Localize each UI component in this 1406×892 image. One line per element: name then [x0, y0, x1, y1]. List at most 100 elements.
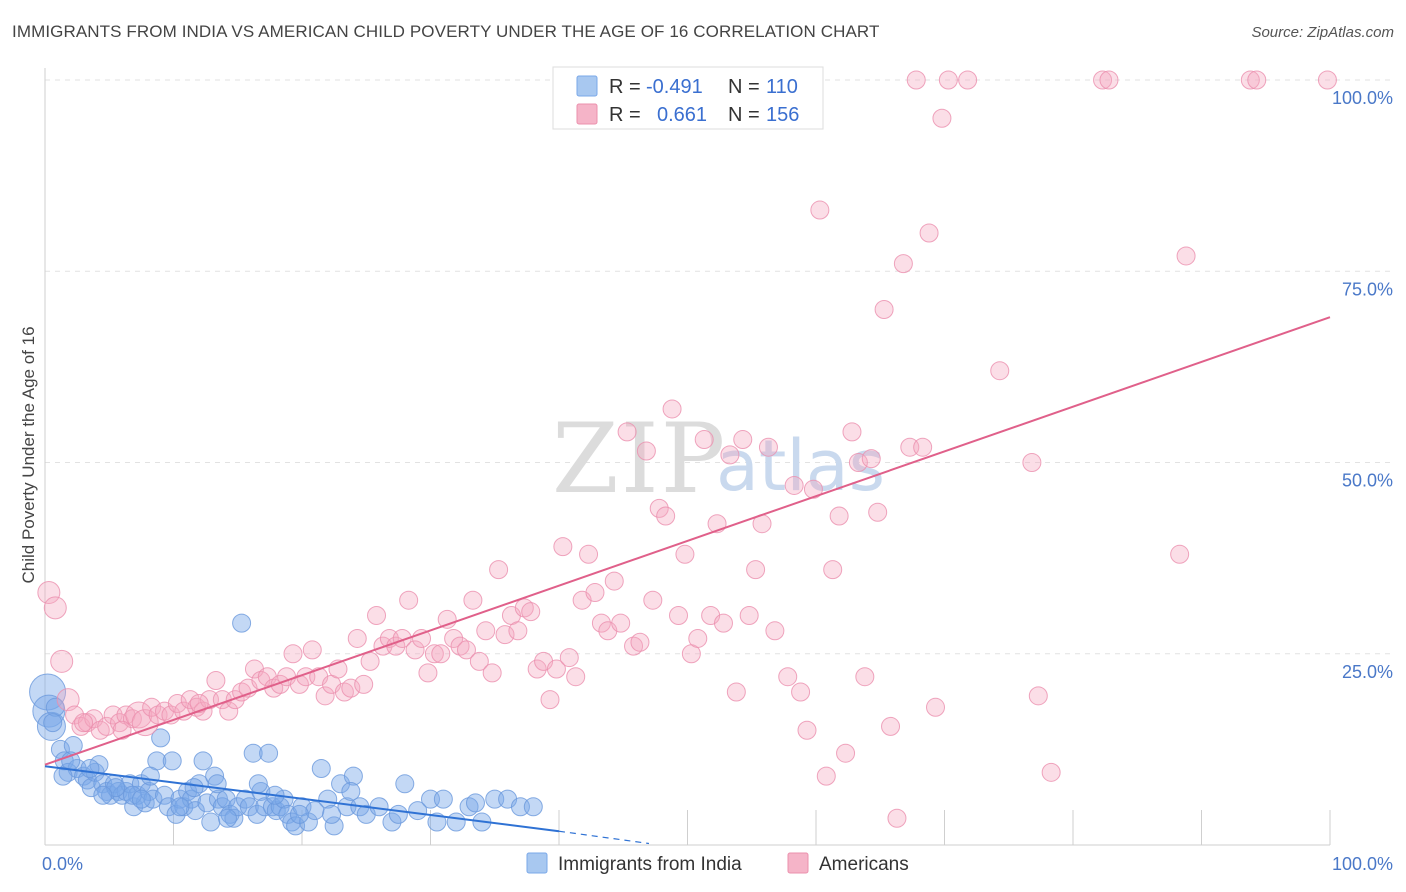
point-india — [184, 778, 204, 798]
point-americans — [270, 674, 290, 694]
point-india — [128, 785, 148, 805]
point-india — [170, 797, 190, 817]
legend-n-value-americans: 156 — [766, 104, 799, 126]
point-americans — [399, 590, 419, 610]
point-americans — [424, 644, 444, 664]
point-americans — [521, 602, 541, 622]
chart-title: IMMIGRANTS FROM INDIA VS AMERICAN CHILD … — [12, 22, 880, 41]
point-india — [185, 801, 205, 821]
point-americans — [418, 663, 438, 683]
point-india — [266, 801, 286, 821]
point-americans — [456, 640, 476, 660]
point-americans — [881, 716, 901, 736]
point-americans — [688, 628, 708, 648]
point-americans — [675, 544, 695, 564]
point-americans — [604, 571, 624, 591]
point-india — [158, 797, 178, 817]
point-india — [140, 766, 160, 786]
point-india — [388, 804, 408, 824]
point-americans — [476, 621, 496, 641]
point-india — [29, 673, 67, 711]
point-india — [32, 694, 66, 728]
point-americans — [855, 667, 875, 687]
point-india — [112, 785, 132, 805]
point-india — [143, 789, 163, 809]
point-india — [239, 797, 259, 817]
grid-lines — [45, 79, 1392, 845]
tick-labels: 25.0% 50.0% 75.0% 100.0% 0.0% 100.0% — [42, 88, 1393, 874]
trend-line-india-extension — [558, 830, 650, 845]
point-india — [282, 812, 302, 832]
point-americans — [1240, 70, 1260, 90]
y-tick-label: 50.0% — [1342, 471, 1393, 491]
point-americans — [643, 590, 663, 610]
point-india — [131, 789, 151, 809]
point-india — [465, 793, 485, 813]
legend-box: R = -0.491 N = 110 R = 0.661 N = 156 — [552, 66, 824, 130]
x-tick-label: 0.0% — [42, 854, 83, 874]
point-americans — [566, 667, 586, 687]
watermark-atlas: atlas — [716, 425, 885, 507]
y-axis-label: Child Poverty Under the Age of 16 — [19, 326, 38, 583]
point-americans — [405, 640, 425, 660]
trend-line-india — [44, 765, 560, 833]
legend-r-value-americans: 0.661 — [657, 104, 707, 126]
point-americans — [591, 613, 611, 633]
point-americans — [482, 663, 502, 683]
point-india — [286, 816, 306, 836]
point-americans — [926, 697, 946, 717]
point-americans — [302, 640, 322, 660]
point-americans — [1247, 70, 1267, 90]
point-americans — [1317, 70, 1337, 90]
point-americans — [778, 667, 798, 687]
point-americans — [56, 688, 80, 712]
point-americans — [360, 651, 380, 671]
y-tick-label: 100.0% — [1332, 88, 1393, 108]
point-india — [408, 801, 428, 821]
point-americans — [611, 613, 631, 633]
point-americans — [444, 628, 464, 648]
point-americans — [726, 682, 746, 702]
point-americans — [874, 300, 894, 319]
point-india — [162, 751, 182, 771]
point-americans — [1099, 70, 1119, 90]
point-india — [217, 808, 237, 828]
point-india — [259, 743, 279, 763]
point-india — [151, 728, 171, 748]
point-americans — [739, 606, 759, 625]
point-americans — [669, 606, 689, 625]
point-india — [181, 789, 201, 809]
point-americans — [713, 613, 733, 633]
point-americans — [765, 621, 785, 641]
point-americans — [37, 581, 61, 605]
point-india — [427, 812, 447, 832]
point-americans — [1041, 762, 1061, 782]
point-india — [243, 743, 263, 763]
trend-lines — [44, 316, 1331, 845]
point-americans — [720, 445, 740, 465]
point-americans — [913, 437, 933, 457]
point-india — [197, 793, 217, 813]
point-americans — [823, 560, 843, 580]
point-india — [311, 759, 331, 778]
legend-n-label-india: N = — [728, 76, 760, 98]
point-americans — [489, 560, 509, 580]
point-americans — [829, 506, 849, 526]
source-label: Source: ZipAtlas.com — [1251, 24, 1394, 41]
point-india — [341, 781, 361, 801]
point-americans — [636, 441, 656, 461]
watermark-zip: ZIP — [552, 403, 727, 515]
point-india — [446, 812, 466, 832]
point-americans — [816, 766, 836, 786]
point-india — [155, 785, 175, 805]
point-americans — [836, 743, 856, 763]
point-americans — [1028, 686, 1048, 706]
y-tick-label: 25.0% — [1342, 662, 1393, 682]
legend-r-value-india: -0.491 — [646, 76, 703, 98]
point-americans — [112, 720, 132, 740]
point-india — [207, 774, 227, 794]
point-india — [53, 766, 73, 786]
point-americans — [887, 808, 907, 828]
point-americans — [848, 453, 868, 472]
